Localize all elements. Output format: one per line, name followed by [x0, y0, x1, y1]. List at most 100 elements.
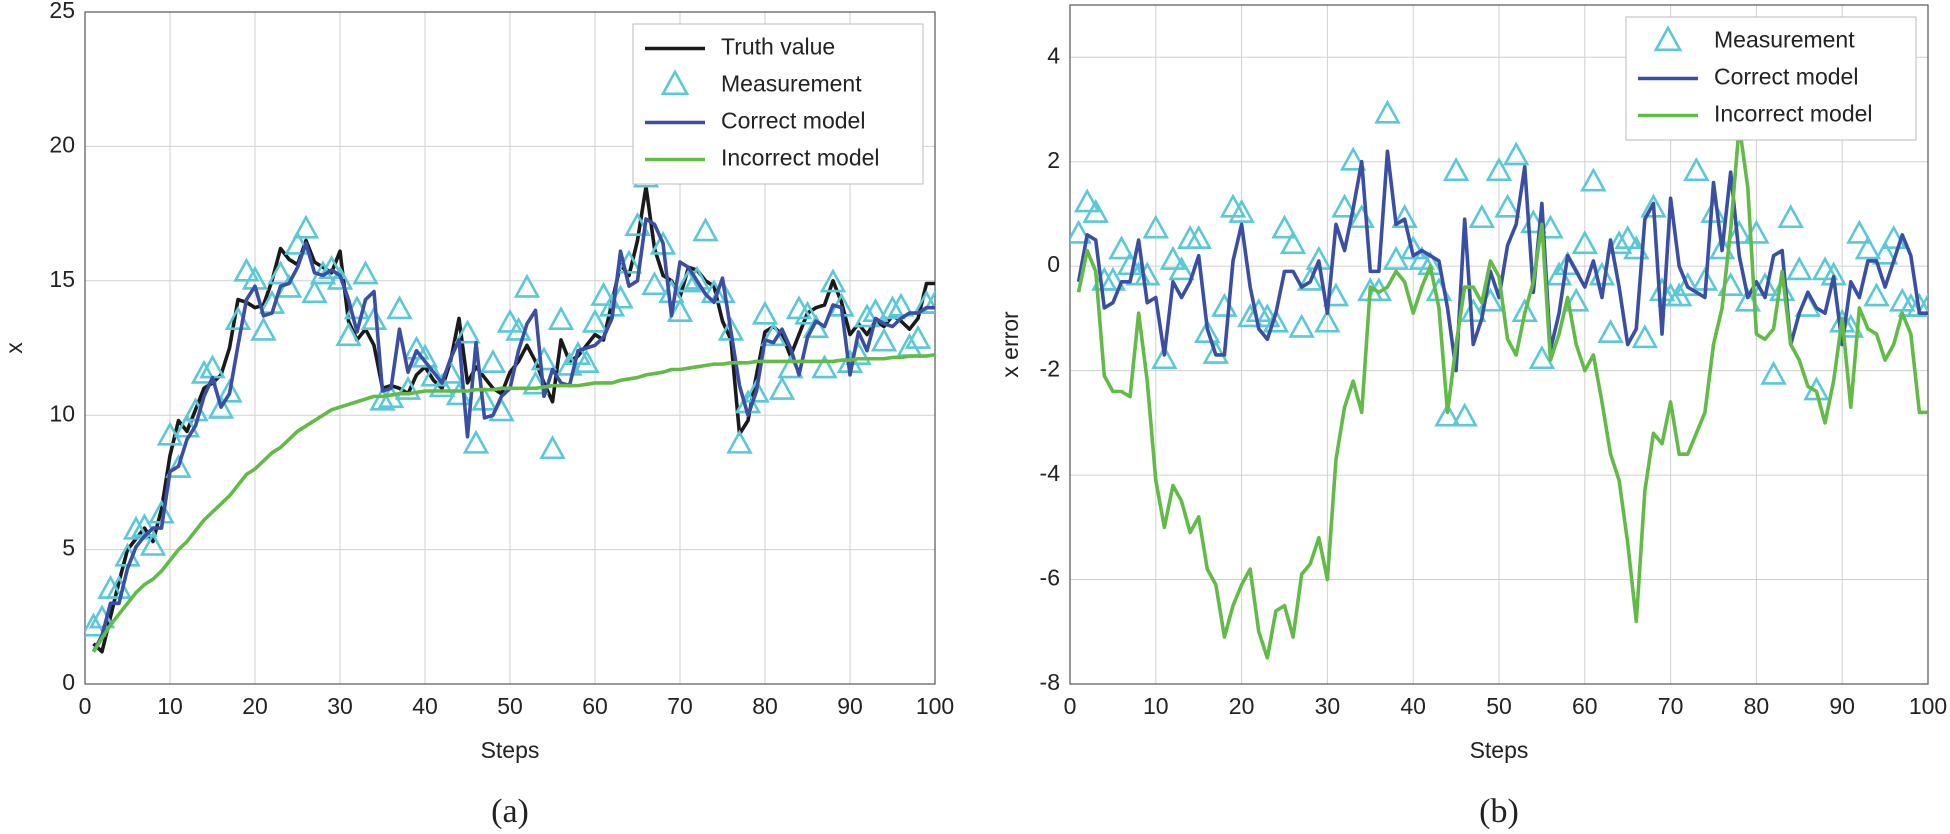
marker	[1683, 157, 1710, 182]
marker	[1159, 245, 1187, 270]
marker	[1288, 313, 1315, 338]
x-tick-label: 10	[1143, 693, 1169, 719]
marker	[547, 306, 575, 331]
axes-frame	[1069, 4, 1929, 685]
x-tick-label: 20	[242, 693, 268, 719]
marker	[887, 292, 915, 317]
chart: 0 10 20 30 40 50 60 70 80 90 100 -8 -6 -4 -2 0 2 4 Measure…	[997, 4, 1947, 830]
x-tick-label: 80	[1744, 693, 1770, 719]
marker	[1777, 204, 1804, 229]
marker	[1571, 230, 1598, 255]
marker	[420, 362, 447, 387]
y-tick-label: 2	[1047, 147, 1060, 173]
marker	[564, 340, 592, 365]
x-tick-label: 10	[157, 693, 183, 719]
marker	[573, 349, 600, 374]
marker	[1339, 146, 1367, 171]
marker	[1279, 230, 1307, 255]
y-tick-label: 5	[62, 535, 75, 561]
x-tick-label: 70	[667, 693, 693, 719]
marker	[879, 295, 906, 320]
marker	[250, 316, 277, 341]
marker	[1262, 308, 1290, 333]
marker	[530, 346, 558, 371]
legend-label: Correct model	[721, 108, 865, 134]
marker	[1485, 157, 1513, 182]
marker	[539, 435, 566, 460]
series-line	[91, 217, 935, 653]
marker	[1786, 256, 1813, 281]
y-tick-label: -6	[1040, 565, 1060, 591]
y-tick-label: 0	[62, 669, 75, 695]
marker	[641, 271, 668, 296]
chart: 0 10 20 30 40 50 60 70 80 90 100 0 5 10 15 20 25 Truth va…	[1, 0, 954, 830]
marker	[85, 612, 107, 637]
marker	[386, 295, 413, 320]
marker	[1451, 402, 1478, 427]
marker	[1271, 214, 1298, 239]
marker	[1502, 141, 1530, 166]
x-tick-label: 100	[916, 693, 954, 719]
marker	[802, 314, 830, 339]
marker	[904, 324, 932, 349]
marker	[428, 373, 456, 398]
marker	[1442, 157, 1470, 182]
marker	[292, 214, 320, 239]
series-line	[1076, 123, 1928, 660]
marker	[1331, 193, 1358, 218]
marker	[479, 349, 507, 374]
marker	[1648, 277, 1676, 302]
x-tick-label: 50	[497, 693, 523, 719]
marker	[726, 429, 753, 454]
y-tick-label: 15	[49, 266, 75, 292]
marker	[819, 268, 847, 293]
y-tick-label: -8	[1040, 669, 1060, 695]
marker	[394, 375, 422, 400]
y-tick-label: 0	[1047, 251, 1060, 277]
x-tick-label: 90	[1829, 693, 1855, 719]
y-tick-label: -2	[1040, 356, 1060, 382]
marker	[811, 354, 838, 379]
marker	[921, 289, 935, 314]
marker	[683, 265, 711, 290]
marker	[326, 265, 354, 290]
x-tick-label: 0	[1064, 693, 1077, 719]
marker	[1211, 292, 1238, 317]
marker	[1151, 345, 1178, 370]
x-tick-label: 30	[1315, 693, 1341, 719]
marker	[870, 327, 898, 352]
marker	[1108, 235, 1135, 260]
y-tick-label: 10	[49, 400, 75, 426]
marker	[1070, 219, 1092, 244]
y-tick-label: -4	[1040, 460, 1061, 486]
marker	[1580, 167, 1607, 192]
marker	[1468, 204, 1496, 229]
legend-label: Incorrect model	[721, 145, 880, 171]
x-tick-label: 20	[1229, 693, 1255, 719]
plot-area	[85, 163, 935, 654]
marker	[1597, 318, 1624, 343]
marker	[335, 322, 362, 347]
marker	[1674, 271, 1701, 296]
marker	[1880, 224, 1907, 249]
marker	[352, 260, 379, 285]
marker	[1605, 230, 1633, 255]
x-tick-label: 0	[79, 693, 92, 719]
marker	[1631, 324, 1659, 349]
marker	[675, 268, 702, 293]
marker	[853, 303, 881, 328]
marker	[1194, 318, 1221, 343]
marker	[1614, 224, 1641, 249]
marker	[1142, 214, 1169, 239]
marker	[462, 429, 490, 454]
caption: (b)	[1479, 793, 1519, 830]
legend-label: Measurement	[1714, 27, 1855, 53]
marker	[1434, 402, 1461, 427]
marker	[207, 394, 235, 419]
marker	[794, 300, 821, 325]
series-line	[92, 184, 935, 654]
y-tick-label: 25	[49, 0, 75, 23]
marker	[1400, 235, 1427, 260]
x-tick-label: 80	[752, 693, 778, 719]
legend-marker	[1653, 25, 1683, 52]
